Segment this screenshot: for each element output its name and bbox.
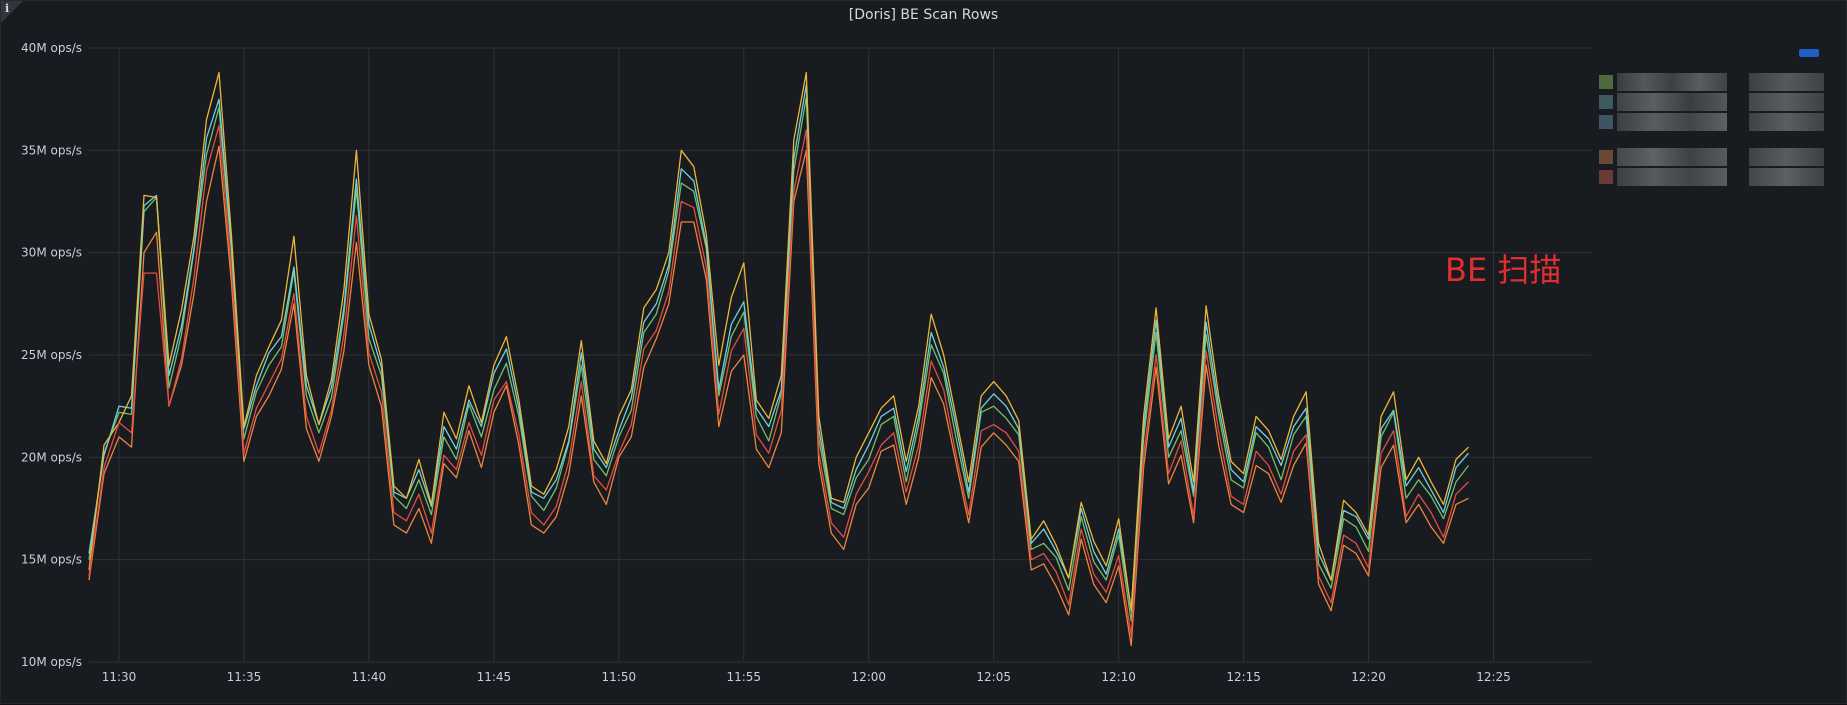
legend-swatch (1599, 170, 1613, 184)
series-line-1 (88, 96, 1470, 622)
y-tick-label: 15M ops/s (21, 553, 82, 567)
x-tick-label: 11:30 (102, 670, 137, 684)
legend-badge (1799, 49, 1819, 57)
legend-blur (1749, 148, 1824, 166)
legend-blur (1749, 93, 1824, 111)
legend-blur (1617, 168, 1727, 186)
legend-row (1599, 168, 1829, 186)
series-line-3 (88, 71, 1469, 612)
x-axis-ticks: 11:30 11:35 11:40 11:45 11:50 11:55 12:00 12:05… (102, 670, 1511, 684)
series-line-2 (88, 84, 1469, 610)
legend-swatch (1599, 150, 1613, 164)
x-tick-label: 12:15 (1226, 670, 1261, 684)
x-tick-label: 11:50 (602, 670, 637, 684)
x-tick-label: 11:40 (352, 670, 387, 684)
legend-swatch (1599, 75, 1613, 89)
legend-blur (1749, 113, 1824, 131)
legend-row (1599, 73, 1829, 91)
x-tick-label: 11:35 (227, 670, 262, 684)
legend-blur (1749, 168, 1824, 186)
info-icon[interactable]: i (5, 2, 10, 15)
legend-row (1599, 148, 1829, 166)
x-tick-label: 11:45 (477, 670, 512, 684)
legend-swatch (1599, 115, 1613, 129)
series-line-4 (88, 145, 1469, 647)
y-tick-label: 30M ops/s (21, 246, 82, 260)
x-tick-label: 12:20 (1351, 670, 1386, 684)
legend-row (1599, 113, 1829, 131)
legend-obscured (1599, 49, 1839, 203)
legend-blur (1617, 113, 1727, 131)
x-tick-label: 12:10 (1101, 670, 1136, 684)
series-line-5 (88, 125, 1469, 637)
series-lines (88, 71, 1470, 647)
panel-corner[interactable] (1, 1, 23, 23)
legend-blur (1617, 73, 1727, 91)
legend-swatch (1599, 95, 1613, 109)
y-tick-label: 35M ops/s (21, 143, 82, 157)
x-tick-label: 12:00 (851, 670, 886, 684)
legend-blur (1617, 93, 1727, 111)
legend-blur (1617, 148, 1727, 166)
x-tick-label: 12:05 (976, 670, 1011, 684)
legend-blur (1749, 73, 1824, 91)
legend-row (1599, 93, 1829, 111)
y-tick-label: 25M ops/s (21, 348, 82, 362)
x-tick-label: 11:55 (726, 670, 761, 684)
y-tick-label: 10M ops/s (21, 655, 82, 669)
y-axis-ticks: 10M ops/s 15M ops/s 20M ops/s 25M ops/s 30M … (21, 41, 82, 669)
y-tick-label: 20M ops/s (21, 450, 82, 464)
panel-title[interactable]: [Doris] BE Scan Rows (848, 7, 999, 23)
x-tick-label: 12:25 (1476, 670, 1511, 684)
chart-annotation: BE 扫描 (1445, 251, 1561, 289)
y-tick-label: 40M ops/s (21, 41, 82, 55)
